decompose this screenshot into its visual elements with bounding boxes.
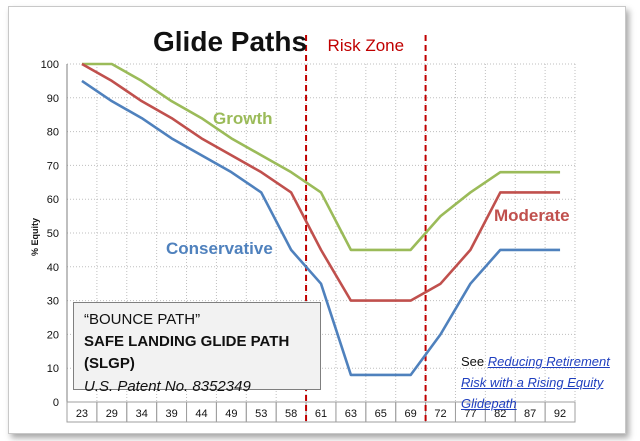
x-tick-label: 49 (225, 408, 237, 420)
x-tick-cell (544, 401, 576, 423)
bounce-path-callout: “BOUNCE PATH” SAFE LANDING GLIDE PATH (S… (73, 302, 321, 395)
x-tick-label: 53 (255, 408, 267, 420)
y-tick-label: 60 (47, 194, 59, 206)
x-tick-label: 77 (464, 408, 476, 420)
reference-note-prefix: See (461, 354, 488, 369)
series-label-conservative: Conservative (166, 239, 273, 258)
x-tick-label: 58 (285, 408, 297, 420)
chart-frame: 0 10 20 30 40 50 60 70 80 90 100 23 29 34 39 44 49 53 58 61… (8, 6, 626, 434)
x-tick-label: 63 (345, 408, 357, 420)
reference-link[interactable]: Reducing Retirement Risk with a Rising E… (461, 354, 610, 411)
axes: 0 10 20 30 40 50 60 70 80 90 100 23 29 34 39 44 49 53 58 61… (41, 59, 576, 423)
y-tick-label: 70 (47, 160, 59, 172)
x-tick-label: 72 (434, 408, 446, 420)
risk-zone: Risk Zone (305, 35, 427, 422)
x-tick-label: 65 (375, 408, 387, 420)
reference-note: See Reducing Retirement Risk with a Risi… (461, 351, 637, 414)
series-line-conservative (81, 79, 561, 377)
series-labels: Growth Moderate Conservative (166, 109, 570, 258)
x-tick-label: 44 (195, 408, 207, 420)
y-tick-label: 20 (47, 329, 59, 341)
chart-title: Glide Paths (153, 26, 307, 57)
x-tick-label: 34 (136, 408, 148, 420)
x-tick-label: 69 (405, 408, 417, 420)
series-lines (81, 62, 561, 377)
callout-line-1: “BOUNCE PATH” (84, 311, 201, 328)
y-tick-label: 0 (53, 397, 59, 409)
series-label-moderate: Moderate (494, 206, 570, 225)
y-tick-label: 100 (41, 59, 59, 71)
grid (66, 63, 576, 403)
y-tick-label: 90 (47, 93, 59, 105)
y-tick-label: 40 (47, 262, 59, 274)
x-tick-label: 82 (494, 408, 506, 420)
series-label-growth: Growth (213, 109, 273, 128)
y-tick-label: 80 (47, 127, 59, 139)
x-tick-label: 39 (165, 408, 177, 420)
series-line-moderate (81, 62, 561, 302)
x-tick-label: 87 (524, 408, 536, 420)
callout-line-3: U.S. Patent No. 8352349 (84, 378, 251, 395)
series-line-growth (81, 62, 561, 252)
y-tick-label: 50 (47, 228, 59, 240)
x-tick-label: 23 (76, 408, 88, 420)
y-tick-label: 10 (47, 363, 59, 375)
x-tick-label: 92 (554, 408, 566, 420)
y-axis-label: % Equity (30, 218, 40, 256)
x-tick-label: 61 (315, 408, 327, 420)
risk-zone-label: Risk Zone (328, 36, 405, 55)
callout-line-2: SAFE LANDING GLIDE PATH (SLGP) (84, 333, 290, 372)
y-tick-label: 30 (47, 296, 59, 308)
x-tick-label: 29 (106, 408, 118, 420)
